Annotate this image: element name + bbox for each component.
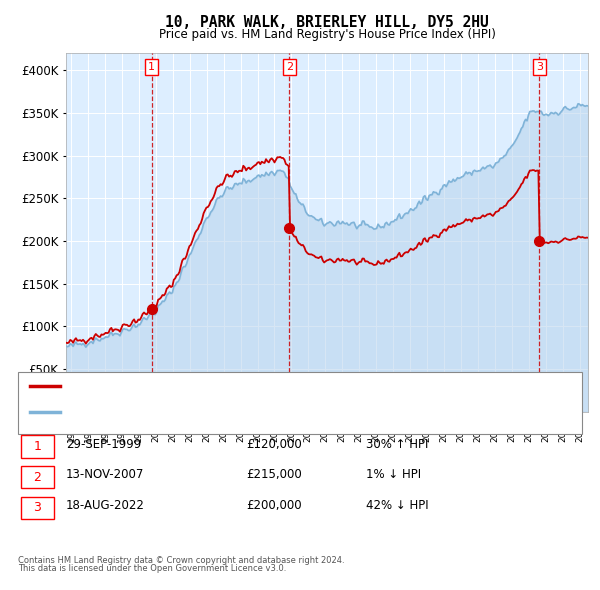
Text: Price paid vs. HM Land Registry's House Price Index (HPI): Price paid vs. HM Land Registry's House … — [158, 28, 496, 41]
Text: 13-NOV-2007: 13-NOV-2007 — [66, 468, 145, 481]
Text: 1: 1 — [34, 440, 41, 453]
Text: HPI: Average price, detached house, Dudley: HPI: Average price, detached house, Dudl… — [69, 407, 315, 417]
Text: 3: 3 — [536, 62, 543, 72]
Text: 1% ↓ HPI: 1% ↓ HPI — [366, 468, 421, 481]
Text: £120,000: £120,000 — [246, 438, 302, 451]
Text: 29-SEP-1999: 29-SEP-1999 — [66, 438, 141, 451]
Text: £200,000: £200,000 — [246, 499, 302, 512]
Text: 30% ↑ HPI: 30% ↑ HPI — [366, 438, 428, 451]
Text: 1: 1 — [148, 62, 155, 72]
Text: 10, PARK WALK, BRIERLEY HILL, DY5 2HU (detached house): 10, PARK WALK, BRIERLEY HILL, DY5 2HU (d… — [69, 382, 399, 391]
Text: Contains HM Land Registry data © Crown copyright and database right 2024.: Contains HM Land Registry data © Crown c… — [18, 556, 344, 565]
Text: 3: 3 — [34, 502, 41, 514]
Text: 2: 2 — [34, 471, 41, 484]
Text: 42% ↓ HPI: 42% ↓ HPI — [366, 499, 428, 512]
Text: £215,000: £215,000 — [246, 468, 302, 481]
Text: 18-AUG-2022: 18-AUG-2022 — [66, 499, 145, 512]
Text: 10, PARK WALK, BRIERLEY HILL, DY5 2HU: 10, PARK WALK, BRIERLEY HILL, DY5 2HU — [165, 15, 489, 30]
Text: This data is licensed under the Open Government Licence v3.0.: This data is licensed under the Open Gov… — [18, 565, 286, 573]
Text: 2: 2 — [286, 62, 293, 72]
